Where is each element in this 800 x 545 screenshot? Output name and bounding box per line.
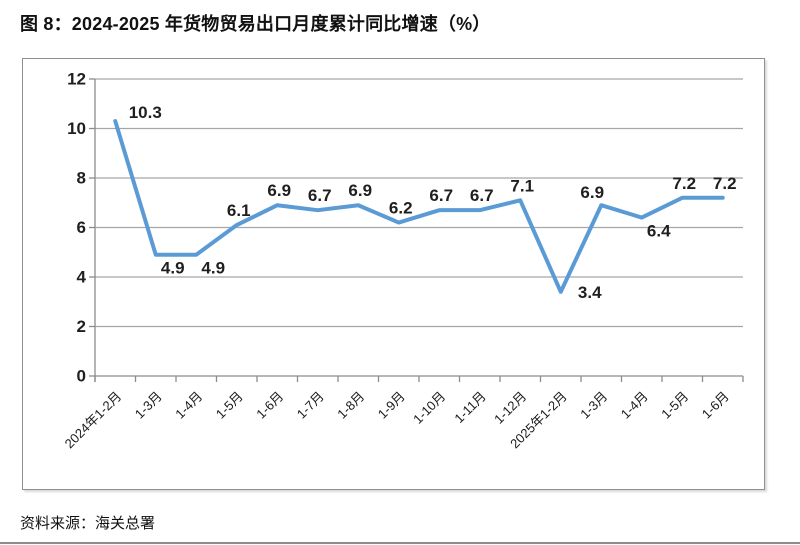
x-axis-tick-label: 1-12月	[491, 389, 529, 427]
x-axis-tick-label: 2024年1-2月	[62, 389, 125, 452]
y-axis-tick-label: 4	[77, 268, 87, 287]
x-axis-tick-label: 1-7月	[294, 389, 327, 422]
x-axis-tick-label: 1-8月	[334, 389, 367, 422]
x-axis-tick-label: 1-3月	[577, 389, 610, 422]
data-point-label: 6.1	[227, 201, 251, 220]
x-axis-tick-label: 1-4月	[618, 389, 651, 422]
x-axis-tick-label: 1-11月	[451, 389, 489, 427]
x-axis-tick-label: 1-5月	[658, 389, 691, 422]
bottom-divider	[0, 542, 800, 544]
chart-container: 0 2 4 6 8 10 12 2024年1-2月 1-3月 1-4月 1-5月 1-6月 1-7月 1-…	[22, 58, 765, 490]
x-axis-tick-label: 1-3月	[132, 389, 165, 422]
data-point-label: 3.4	[578, 283, 602, 302]
figure-title: 图 8：2024-2025 年货物贸易出口月度累计同比增速（%）	[20, 14, 491, 34]
y-axis-tick-label: 0	[77, 367, 86, 386]
y-axis-tick-label: 8	[77, 169, 86, 188]
data-point-label: 4.9	[201, 259, 225, 278]
data-point-label: 6.7	[429, 186, 453, 205]
data-point-label: 4.9	[161, 259, 185, 278]
data-point-label: 6.9	[580, 183, 604, 202]
x-axis-tick-label: 1-6月	[699, 389, 732, 422]
y-axis-tick-label: 12	[67, 70, 86, 89]
data-line-series	[113, 119, 725, 294]
x-axis-tick-label: 1-5月	[213, 389, 246, 422]
source-note: 资料来源：海关总署	[20, 515, 156, 532]
data-point-label: 6.7	[470, 186, 494, 205]
x-axis-tick-label: 1-10月	[410, 389, 448, 427]
data-point-label: 7.1	[510, 176, 534, 195]
y-axis-tick-label: 10	[67, 119, 86, 138]
x-axis-tick-label: 1-9月	[375, 389, 408, 422]
data-point-label: 10.3	[129, 103, 162, 122]
data-point-label: 6.7	[308, 186, 332, 205]
x-axis-tick-label: 1-4月	[172, 389, 205, 422]
y-axis-tick-label: 2	[77, 317, 86, 336]
y-axis-tick-label: 6	[77, 218, 86, 237]
data-point-label: 6.9	[348, 181, 372, 200]
data-point-label: 7.2	[672, 174, 696, 193]
data-point-label: 7.2	[713, 174, 737, 193]
x-axis-tick-label: 1-6月	[253, 389, 286, 422]
data-point-label: 6.4	[647, 222, 671, 241]
data-point-label: 6.9	[267, 181, 291, 200]
data-point-label: 6.2	[389, 199, 413, 218]
